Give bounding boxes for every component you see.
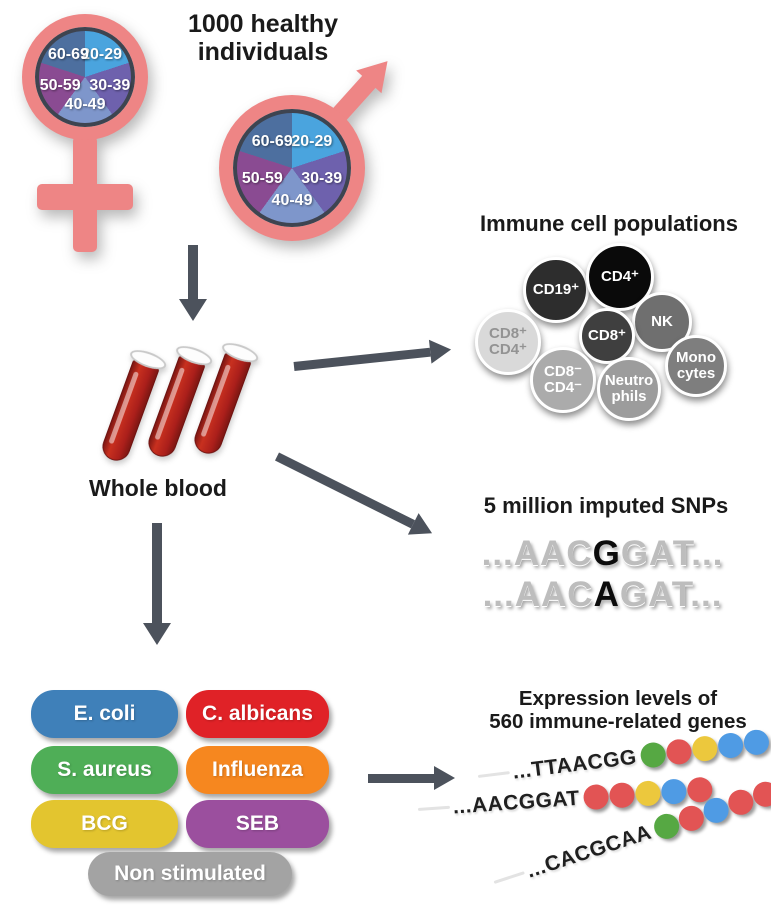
- cell-label-line2: cytes: [676, 365, 716, 382]
- seq2-post: GAT...: [619, 575, 723, 614]
- stimulus-pill-saureus: S. aureus: [31, 746, 178, 794]
- age-label: 40-49: [271, 192, 313, 209]
- age-label: 40-49: [64, 95, 106, 113]
- female-symbol-cross: [37, 184, 133, 210]
- expression-dot: [639, 741, 667, 769]
- cell-label-line2: CD4⁻: [544, 379, 582, 396]
- snp-sequence-1: ...AACGGAT...: [430, 534, 771, 574]
- cell-circle-cd8: CD8⁺: [579, 308, 635, 364]
- stimulus-pill-influenza: Influenza: [186, 746, 329, 794]
- cell-label-line1: Neutro: [604, 371, 654, 389]
- seq1-pre: ...AAC: [481, 534, 593, 573]
- cell-circle-cd8pos-cd4pos: CD8⁺ CD4⁺: [475, 309, 541, 375]
- gene-sequence: ...CACGCAA: [523, 820, 655, 883]
- age-label: 50-59: [39, 77, 81, 95]
- age-label: 30-39: [89, 77, 131, 95]
- age-label: 20-29: [81, 45, 123, 63]
- stimulus-pill-bcg: BCG: [31, 800, 178, 848]
- expression-dot: [660, 778, 688, 805]
- expression-title-line1: Expression levels of: [518, 687, 718, 710]
- cohort-title-line2: individuals: [197, 38, 329, 66]
- expression-dot: [716, 731, 745, 760]
- expression-title: Expression levels of 560 immune-related …: [455, 687, 771, 734]
- expression-dot: [742, 728, 771, 757]
- expression-dot: [634, 780, 662, 807]
- gene-sequence: ...TTAACGG: [511, 745, 638, 784]
- expression-dot: [650, 810, 683, 843]
- immune-populations-title: Immune cell populations: [480, 211, 738, 236]
- cell-circle-neutrophils: Neutro phils: [597, 357, 661, 421]
- arrow-blood-to-stimuli: [143, 523, 171, 645]
- cell-label-line2: phils: [611, 388, 647, 405]
- stimulus-pill-seb: SEB: [186, 800, 329, 848]
- cell-label-line1: CD8⁺: [489, 324, 527, 342]
- cell-circle-cd8neg-cd4neg: CD8⁻ CD4⁻: [530, 347, 596, 413]
- cell-label-line2: CD4⁺: [489, 341, 527, 358]
- male-age-pie-chart: 20-29 30-39 40-49 50-59 60-69: [233, 109, 351, 227]
- seq1-variant-allele: G: [592, 534, 621, 573]
- cell-label: CD8⁺: [588, 326, 626, 344]
- cell-label-line1: Mono: [676, 348, 716, 366]
- gene-sequence: ...AACGGAT: [452, 786, 581, 819]
- seq2-variant-allele: A: [593, 575, 620, 614]
- expression-title-line2: 560 immune-related genes: [489, 709, 747, 733]
- cohort-title: 1000 healthy individuals: [158, 10, 368, 66]
- seq2-pre: ...AAC: [482, 575, 594, 614]
- expression-dot: [724, 786, 757, 819]
- expression-dot: [664, 737, 693, 766]
- expression-dot: [582, 783, 610, 811]
- cell-circle-monocytes: Mono cytes: [665, 335, 727, 397]
- stimulus-pill-calbicans: C. albicans: [186, 690, 329, 738]
- cell-label: CD19⁺: [532, 280, 580, 298]
- snp-sequence-2: ...AACAGAT...: [430, 575, 771, 615]
- age-label: 50-59: [241, 170, 283, 187]
- cell-circle-cd19: CD19⁺: [523, 257, 589, 323]
- arrow-blood-to-cells: [293, 347, 431, 371]
- stimulus-pill-nonstimulated: Non stimulated: [88, 852, 292, 896]
- cell-label-line1: CD8⁻: [544, 362, 582, 380]
- arrow-blood-to-snps: [274, 452, 416, 529]
- gene-expression-row: ...TTAACGG: [476, 728, 771, 788]
- expression-dot: [675, 802, 707, 835]
- expression-dot: [608, 781, 636, 809]
- snps-title: 5 million imputed SNPs: [483, 493, 729, 518]
- age-label: 20-29: [291, 132, 333, 150]
- cohort-title-line1: 1000 healthy: [187, 10, 339, 38]
- whole-blood-label: Whole blood: [89, 475, 227, 501]
- stimulus-pill-ecoli: E. coli: [31, 690, 178, 738]
- age-label: 60-69: [251, 132, 293, 150]
- female-age-pie-chart: 20-29 30-39 40-49 50-59 60-69: [35, 27, 135, 127]
- arrow-cohort-to-blood: [179, 245, 207, 321]
- cell-label: NK: [651, 312, 673, 330]
- age-label: 30-39: [301, 170, 343, 187]
- expression-dot: [690, 734, 719, 763]
- age-label: 60-69: [47, 45, 89, 63]
- cell-label: CD4⁺: [601, 267, 639, 285]
- seq1-post: GAT...: [620, 534, 724, 573]
- arrow-stimuli-to-expression: [368, 766, 455, 790]
